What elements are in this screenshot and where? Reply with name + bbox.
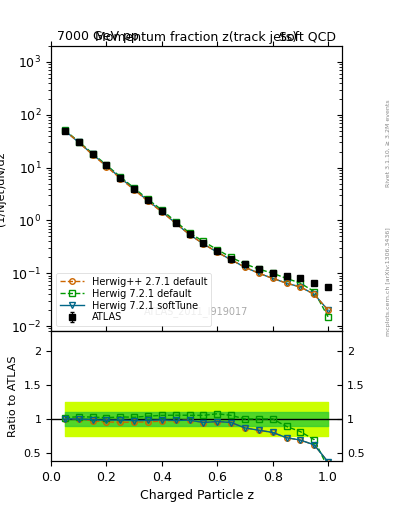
Herwig++ 2.7.1 default (160, 209, 164, 215)
Herwig 7.2.1 softTune (62, 127, 67, 134)
Herwig 7.2.1 default (160, 207, 164, 213)
Herwig++ 2.7.1 default (187, 231, 192, 238)
Title: Momentum fraction z(track jets): Momentum fraction z(track jets) (95, 31, 298, 44)
Herwig 7.2.1 softTune (160, 208, 164, 215)
Herwig++ 2.7.1 default (118, 176, 123, 182)
Y-axis label: (1/Njet)dN/dz: (1/Njet)dN/dz (0, 152, 6, 226)
Herwig 7.2.1 default (242, 261, 247, 267)
Herwig++ 2.7.1 default (201, 241, 206, 247)
Line: Herwig 7.2.1 default: Herwig 7.2.1 default (62, 127, 331, 319)
Herwig++ 2.7.1 default (146, 198, 151, 204)
Herwig 7.2.1 default (229, 254, 233, 261)
Herwig 7.2.1 softTune (215, 249, 220, 255)
Text: Rivet 3.1.10, ≥ 3.2M events: Rivet 3.1.10, ≥ 3.2M events (386, 99, 391, 187)
Herwig 7.2.1 softTune (326, 307, 331, 313)
Herwig 7.2.1 softTune (132, 186, 136, 193)
Line: Herwig++ 2.7.1 default: Herwig++ 2.7.1 default (62, 128, 331, 313)
Herwig 7.2.1 default (104, 162, 109, 168)
Herwig 7.2.1 softTune (76, 139, 81, 145)
Herwig 7.2.1 softTune (90, 152, 95, 158)
Herwig 7.2.1 softTune (284, 280, 289, 286)
Herwig++ 2.7.1 default (312, 291, 317, 297)
Herwig 7.2.1 softTune (242, 264, 247, 270)
Herwig++ 2.7.1 default (284, 280, 289, 286)
Herwig 7.2.1 softTune (298, 284, 303, 290)
Text: 7000 GeV pp: 7000 GeV pp (57, 30, 139, 43)
Legend: Herwig++ 2.7.1 default, Herwig 7.2.1 default, Herwig 7.2.1 softTune, ATLAS: Herwig++ 2.7.1 default, Herwig 7.2.1 def… (56, 273, 211, 326)
Herwig 7.2.1 softTune (118, 175, 123, 181)
Herwig 7.2.1 default (215, 247, 220, 253)
Herwig++ 2.7.1 default (132, 187, 136, 193)
Herwig 7.2.1 softTune (146, 198, 151, 204)
Herwig++ 2.7.1 default (62, 127, 67, 134)
Herwig++ 2.7.1 default (229, 257, 233, 263)
Herwig 7.2.1 default (90, 151, 95, 157)
Text: mcplots.cern.ch [arXiv:1306.3436]: mcplots.cern.ch [arXiv:1306.3436] (386, 227, 391, 336)
Herwig++ 2.7.1 default (326, 307, 331, 313)
X-axis label: Charged Particle z: Charged Particle z (140, 489, 253, 502)
Herwig 7.2.1 softTune (257, 270, 261, 276)
Text: ATLAS_2011_I919017: ATLAS_2011_I919017 (144, 306, 249, 317)
Text: Soft QCD: Soft QCD (279, 30, 336, 43)
Herwig++ 2.7.1 default (242, 264, 247, 270)
Herwig 7.2.1 softTune (104, 163, 109, 169)
Herwig++ 2.7.1 default (298, 284, 303, 290)
Herwig 7.2.1 softTune (187, 231, 192, 238)
Herwig 7.2.1 default (62, 127, 67, 133)
Herwig 7.2.1 softTune (312, 291, 317, 297)
Y-axis label: Ratio to ATLAS: Ratio to ATLAS (8, 355, 18, 437)
Herwig 7.2.1 default (146, 196, 151, 202)
Herwig 7.2.1 default (187, 230, 192, 236)
Herwig 7.2.1 softTune (201, 241, 206, 247)
Herwig++ 2.7.1 default (270, 275, 275, 282)
Herwig++ 2.7.1 default (257, 270, 261, 276)
Herwig 7.2.1 softTune (229, 257, 233, 263)
Herwig 7.2.1 default (201, 239, 206, 245)
Herwig 7.2.1 default (270, 270, 275, 276)
Herwig 7.2.1 default (173, 219, 178, 225)
Herwig 7.2.1 default (257, 266, 261, 272)
Line: Herwig 7.2.1 softTune: Herwig 7.2.1 softTune (62, 128, 331, 313)
Herwig 7.2.1 default (76, 139, 81, 145)
Herwig 7.2.1 default (326, 314, 331, 320)
Herwig++ 2.7.1 default (76, 139, 81, 145)
Herwig 7.2.1 softTune (270, 275, 275, 282)
Herwig++ 2.7.1 default (90, 152, 95, 158)
Herwig 7.2.1 default (298, 280, 303, 286)
Herwig 7.2.1 default (118, 174, 123, 180)
Herwig 7.2.1 default (132, 185, 136, 191)
Herwig 7.2.1 default (312, 288, 317, 294)
Herwig++ 2.7.1 default (104, 163, 109, 169)
Herwig 7.2.1 default (284, 275, 289, 282)
Herwig++ 2.7.1 default (215, 249, 220, 255)
Herwig 7.2.1 softTune (173, 220, 178, 226)
Herwig++ 2.7.1 default (173, 220, 178, 226)
